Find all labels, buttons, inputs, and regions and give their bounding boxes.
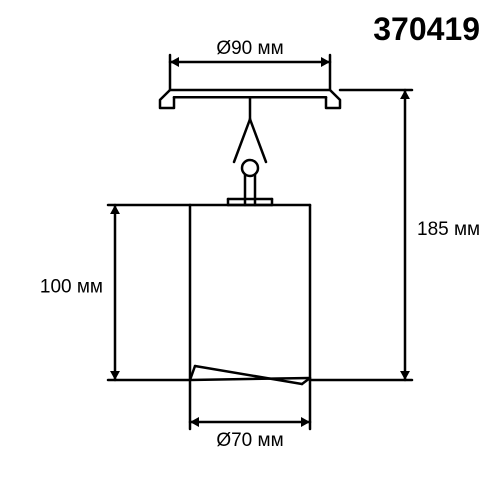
dim-label-bottom-diameter: Ø70 мм — [216, 430, 283, 451]
dim-label-cylinder-height: 100 мм — [40, 277, 103, 298]
dim-label-total-height: 185 мм — [417, 219, 480, 240]
sku-label: 370419 — [373, 11, 480, 47]
dim-label-top-diameter: Ø90 мм — [216, 38, 283, 59]
dimension-drawing: 370419 Ø90 мм Ø70 мм 100 мм 185 мм — [0, 0, 500, 500]
